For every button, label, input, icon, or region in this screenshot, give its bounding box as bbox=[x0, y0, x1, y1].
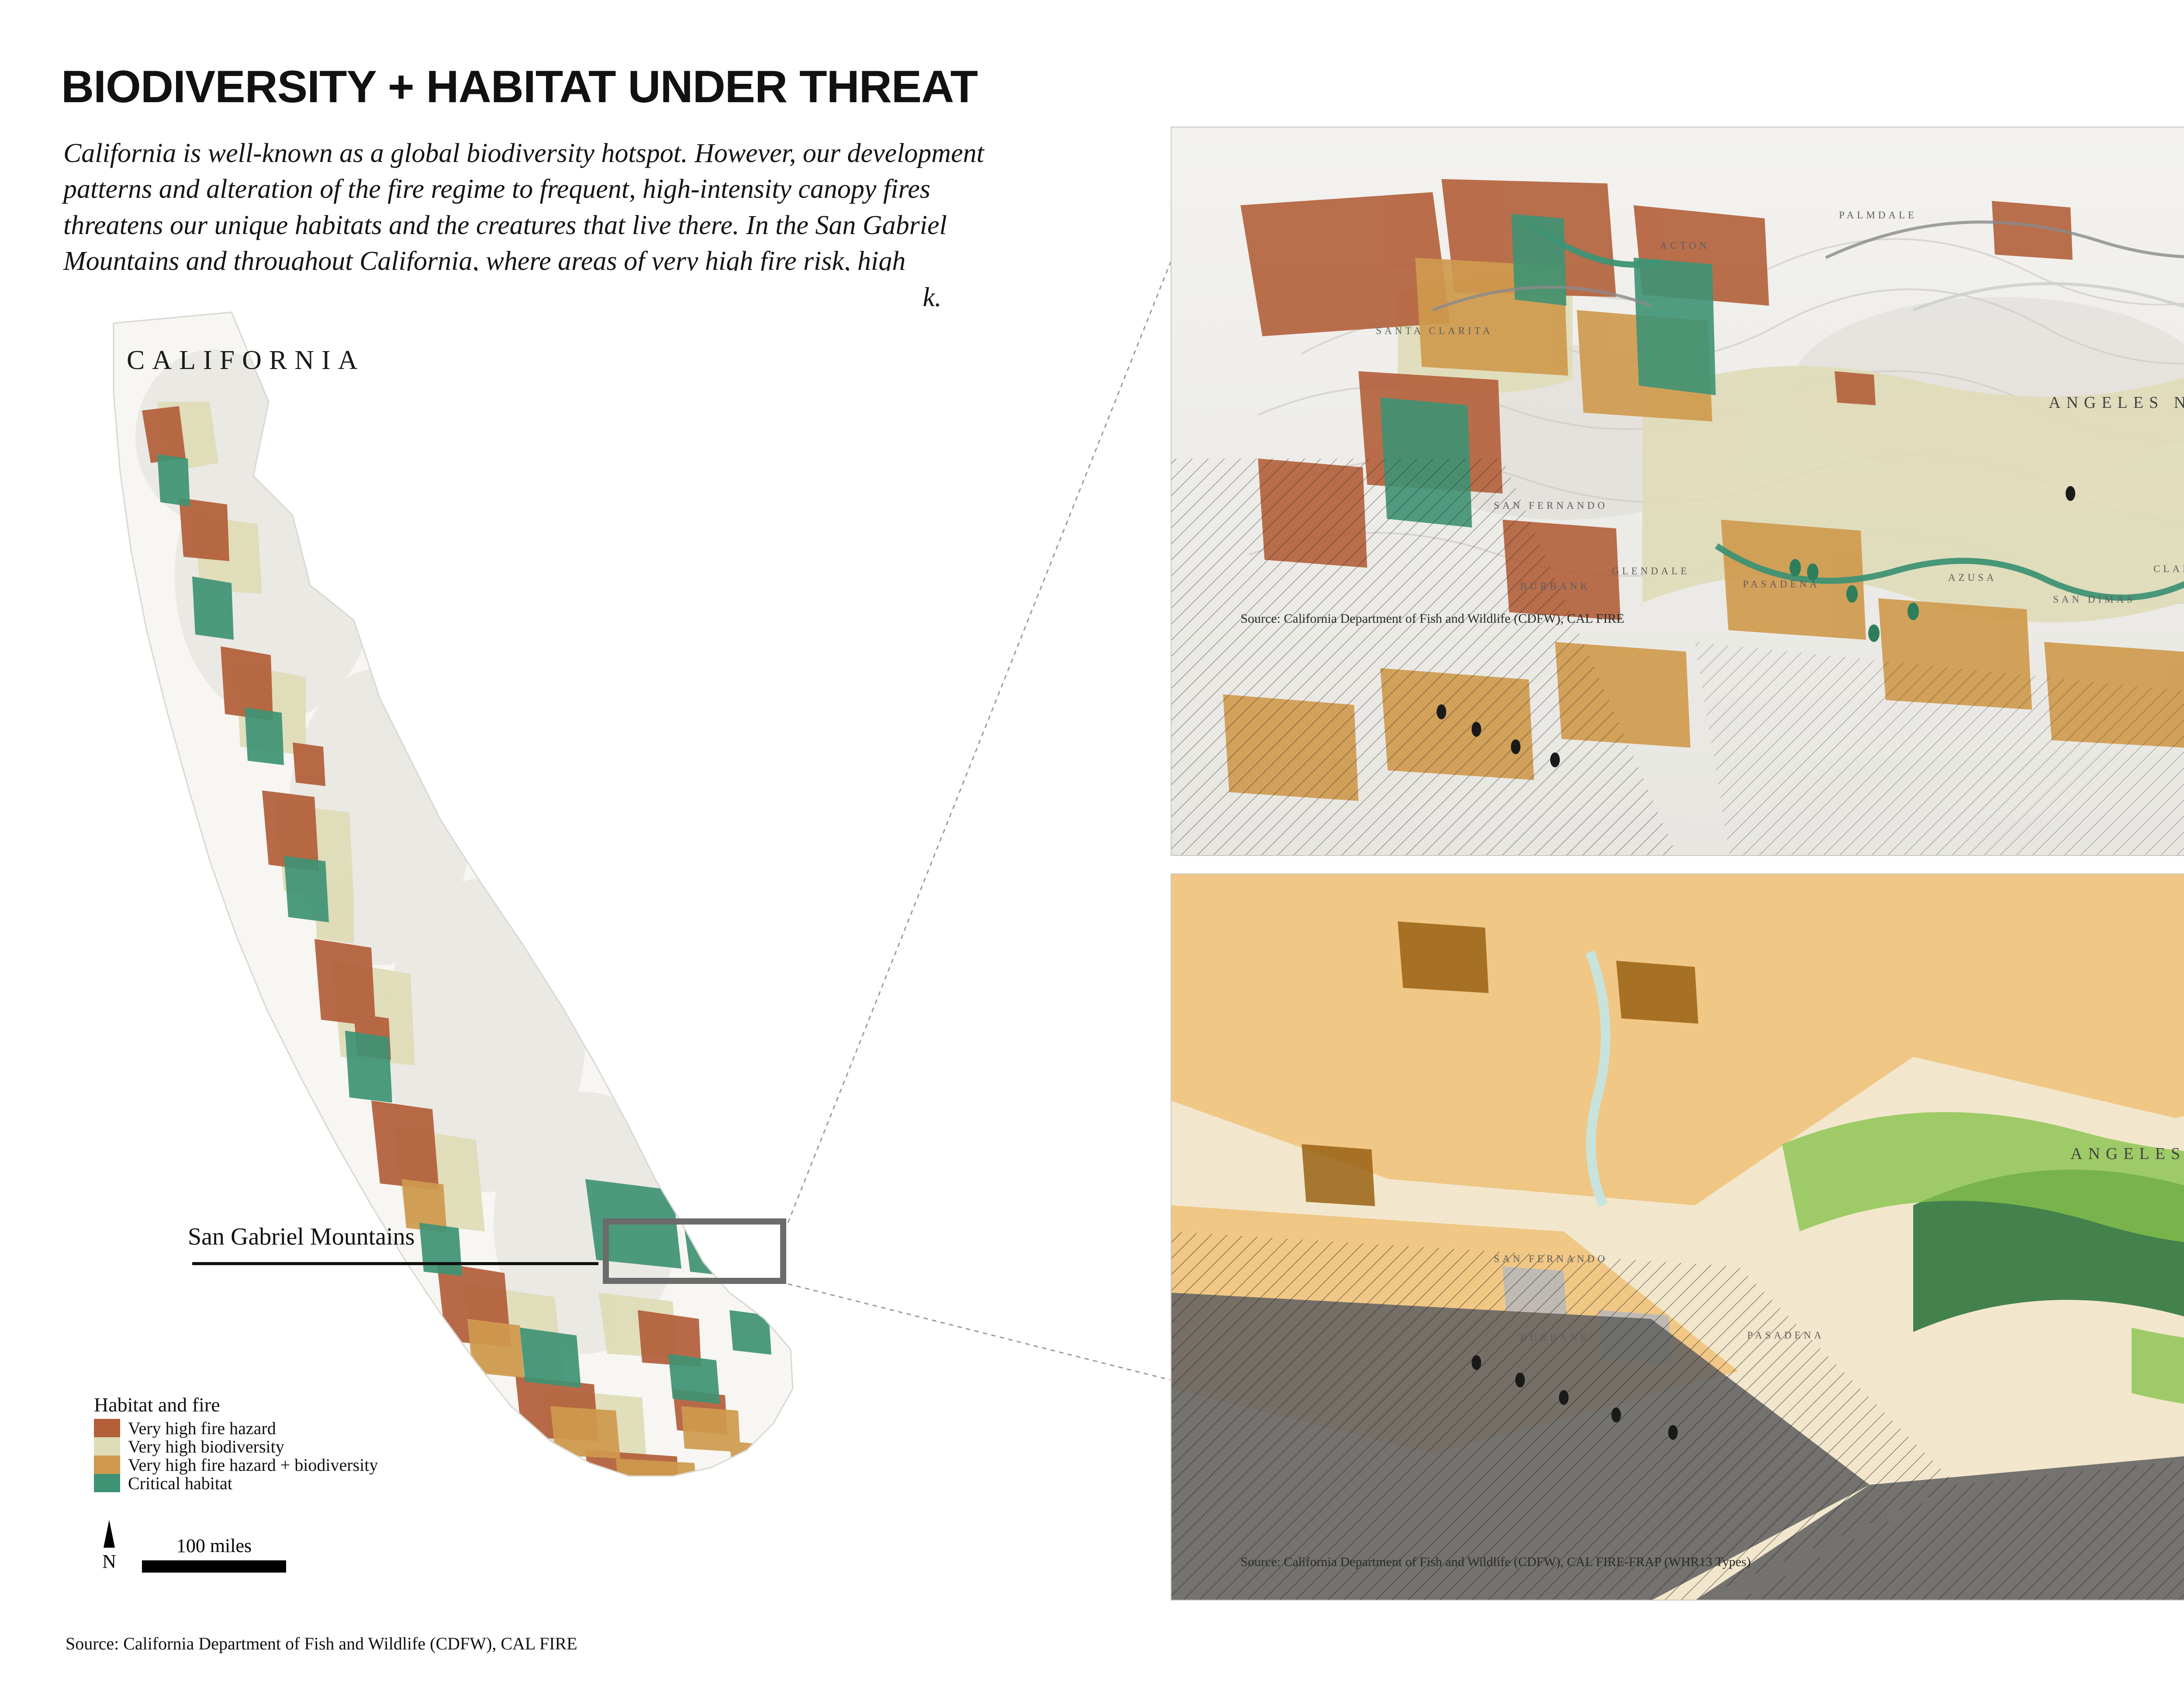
inset-extent-box[interactable] bbox=[603, 1218, 786, 1284]
california-map-svg bbox=[113, 311, 794, 1477]
scale-bar-graphic bbox=[142, 1560, 286, 1573]
top-map-source: Source: California Department of Fish an… bbox=[1241, 611, 1624, 626]
scale-label: 100 miles bbox=[176, 1535, 252, 1556]
page-title: BIODIVERSITY + HABITAT UNDER THREAT bbox=[61, 62, 978, 112]
san-gabriel-callout-label: San Gabriel Mountains bbox=[188, 1223, 415, 1250]
legend-swatch bbox=[94, 1419, 120, 1437]
legend-label: Very high fire hazard bbox=[128, 1418, 276, 1438]
california-overview-map[interactable] bbox=[48, 271, 922, 1572]
map-place-label: SAN FERNANDO bbox=[1494, 500, 1608, 511]
legend-item: Very high fire hazard bbox=[94, 1418, 378, 1438]
north-label: N bbox=[102, 1551, 116, 1572]
map-place-label: SANTA CLARITA bbox=[1376, 325, 1493, 336]
legend-label: Very high biodiversity bbox=[128, 1436, 284, 1456]
legend-label: Critical habitat bbox=[128, 1473, 232, 1493]
bottom-map-source: Source: California Department of Fish an… bbox=[1241, 1555, 1751, 1569]
bottom-map-svg bbox=[1171, 873, 2184, 1601]
legend-label: Very high fire hazard + biodiversity bbox=[128, 1455, 378, 1475]
zoom-connector-lines bbox=[787, 262, 1171, 1380]
legend-item: Very high biodiversity bbox=[94, 1437, 378, 1456]
state-map-legend: Habitat and fire Very high fire hazard V… bbox=[94, 1393, 378, 1493]
north-arrow-icon bbox=[104, 1520, 115, 1548]
north-arrow-group: N bbox=[94, 1520, 124, 1573]
map-place-label: ANGELES NATIONAL FOREST bbox=[2049, 393, 2184, 412]
map-place-label: ANGELES NATIONAL FOREST bbox=[2070, 1145, 2184, 1163]
san-gabriel-habitat-types-map[interactable]: ANGELES NATIONAL FOREST SAN FERNANDO BURBA… bbox=[1171, 873, 2184, 1601]
map-place-label: CLAREMONT bbox=[2153, 563, 2184, 574]
map-place-label: SAN FERNANDO bbox=[1494, 1253, 1608, 1264]
legend-items: Very high fire hazard Very high biodiver… bbox=[94, 1418, 378, 1493]
map-place-label: PALMDALE bbox=[1839, 210, 1918, 221]
map-place-label: ACTON bbox=[1660, 240, 1710, 251]
map-place-label: BURBANK bbox=[1520, 581, 1591, 592]
legend-item: Critical habitat bbox=[94, 1473, 378, 1493]
scale-inner: 100 miles bbox=[142, 1535, 286, 1573]
state-scale-bar: N 100 miles bbox=[94, 1520, 286, 1573]
map-place-label: AZUSA bbox=[1948, 572, 1997, 583]
legend-swatch bbox=[94, 1456, 120, 1474]
left-column: BIODIVERSITY + HABITAT UNDER THREAT Cali… bbox=[48, 62, 1171, 1653]
state-label: CALIFORNIA bbox=[127, 345, 365, 375]
san-gabriel-habitat-fire-map[interactable]: ANGELES NATIONAL FORESTVICTORVILLEOAK HI… bbox=[1171, 127, 2184, 856]
legend-title: Habitat and fire bbox=[94, 1394, 220, 1416]
map-place-label: PASADENA bbox=[1743, 579, 1820, 590]
map-place-label: BURBANK bbox=[1520, 1332, 1591, 1343]
legend-item: Very high fire hazard + biodiversity bbox=[94, 1455, 378, 1475]
top-map-svg bbox=[1171, 127, 2184, 856]
map-place-label: SAN DIMAS bbox=[2053, 594, 2136, 605]
callout-leader-line bbox=[192, 1262, 598, 1265]
map-place-label: GLENDALE bbox=[1612, 566, 1690, 576]
source-attribution: Source: California Department of Fish an… bbox=[66, 1634, 577, 1653]
legend-swatch bbox=[94, 1437, 120, 1456]
legend-swatch bbox=[94, 1474, 120, 1492]
map-place-label: PASADENA bbox=[1747, 1330, 1825, 1341]
